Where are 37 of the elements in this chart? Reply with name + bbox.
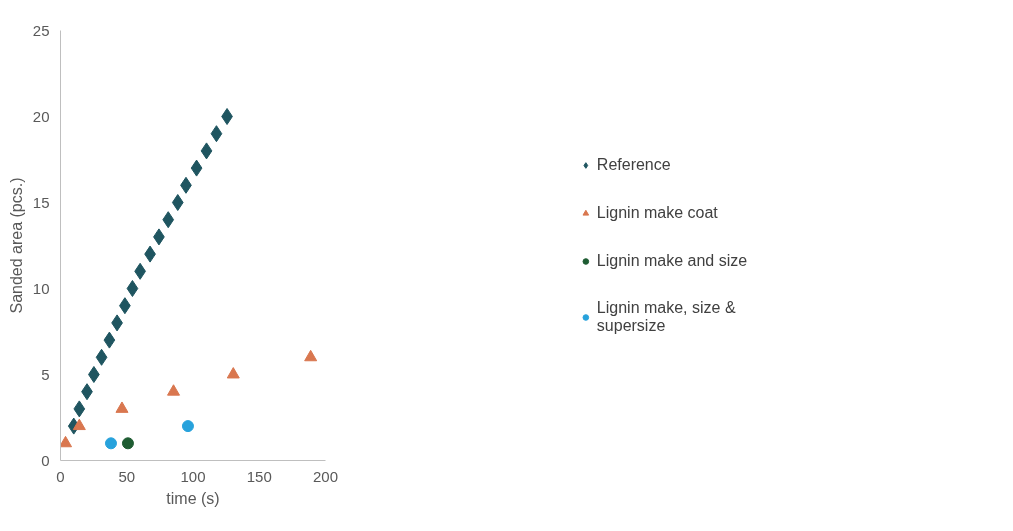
y-tick-label: 20 xyxy=(32,107,50,125)
point xyxy=(115,401,129,413)
legend-label: Lignin make coat xyxy=(596,204,718,222)
point xyxy=(103,331,116,349)
x-tick-label: 0 xyxy=(56,467,65,485)
y-tick-label: 25 xyxy=(32,21,50,39)
point xyxy=(226,367,240,379)
point xyxy=(88,366,100,383)
point xyxy=(181,420,194,433)
y-tick-label: 10 xyxy=(32,279,50,297)
y-tick-label: 5 xyxy=(41,365,50,383)
point xyxy=(210,125,223,143)
point xyxy=(304,349,318,362)
legend-label: Reference xyxy=(596,156,671,174)
point xyxy=(95,348,108,366)
point xyxy=(200,142,213,160)
y-tick-label: 15 xyxy=(32,193,50,211)
point xyxy=(73,400,86,418)
x-tick-label: 200 xyxy=(312,467,339,485)
x-axis-title: time (s) xyxy=(166,489,220,507)
point xyxy=(221,108,233,125)
point xyxy=(190,159,203,177)
y-tick-label: 0 xyxy=(41,451,50,469)
point xyxy=(104,437,117,450)
legend-label: Lignin make, size & supersize xyxy=(596,299,736,335)
point xyxy=(171,194,184,211)
point xyxy=(60,435,73,448)
x-tick-label: 150 xyxy=(246,467,272,485)
legend-label: Lignin make and size xyxy=(596,252,748,270)
point xyxy=(121,437,134,450)
y-axis-title: Sanded area (pcs.) xyxy=(7,177,25,314)
x-tick-label: 50 xyxy=(118,467,136,485)
point xyxy=(162,211,175,229)
point xyxy=(72,418,86,431)
x-tick-label: 100 xyxy=(180,467,206,485)
point xyxy=(167,384,181,396)
point xyxy=(126,280,139,297)
